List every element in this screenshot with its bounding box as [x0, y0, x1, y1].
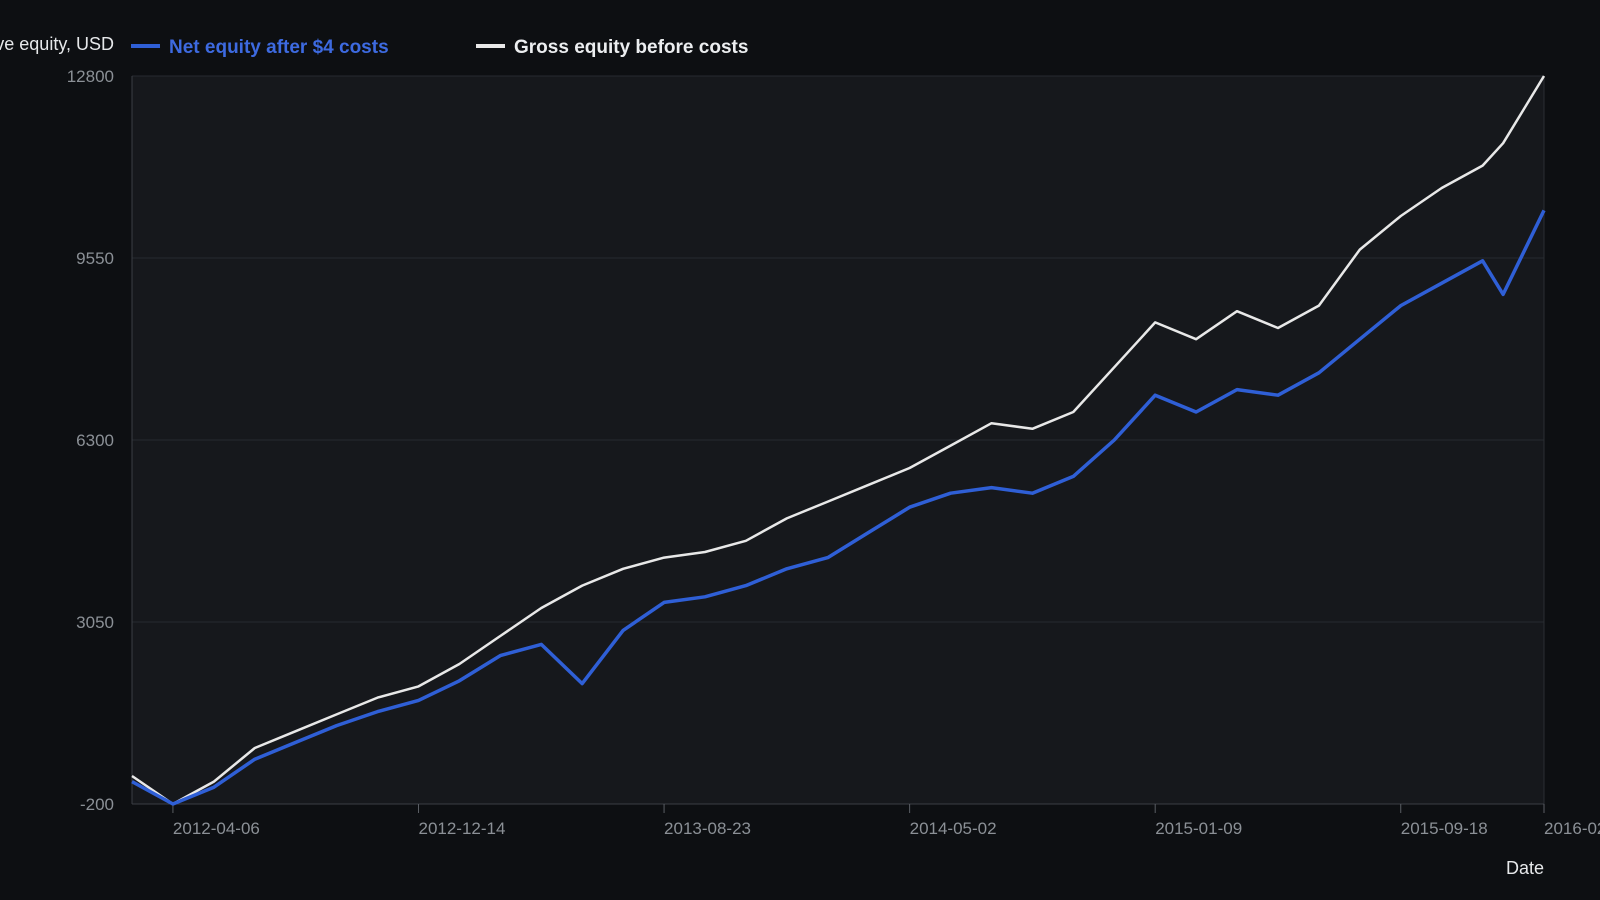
axes	[131, 76, 1545, 805]
x-tick-label: 2016-02-12	[1544, 819, 1600, 838]
y-tick-label: 12800	[67, 67, 114, 86]
y-tick-label: -200	[80, 795, 114, 814]
y-axis-title: Cumulative equity, USD	[0, 34, 114, 54]
y-tick-label: 6300	[76, 431, 114, 450]
x-tick-label: 2015-09-18	[1401, 819, 1488, 838]
x-tick-label: 2012-04-06	[173, 819, 260, 838]
x-tick-label: 2014-05-02	[910, 819, 997, 838]
x-axis-title: Date	[1506, 858, 1544, 878]
legend-gross-equity-label: Gross equity before costs	[514, 37, 748, 58]
y-tick-label: 3050	[76, 613, 114, 632]
x-axis-ticks: 2012-04-06 2012-12-14 2013-08-23 2014-05-02…	[172, 804, 1600, 838]
series-line-gross-equity	[131, 75, 1546, 806]
grid-lines	[132, 75, 1544, 805]
legend-net-equity-label: Net equity after $4 costs	[169, 37, 389, 58]
legend: Net equity after $4 costs Gross equity be…	[131, 37, 748, 58]
series-line-net-equity	[131, 209, 1546, 806]
x-tick-label: 2015-01-09	[1155, 819, 1242, 838]
x-tick-label: 2012-12-14	[418, 819, 505, 838]
y-tick-label: 9550	[76, 249, 114, 268]
x-tick-label: 2013-08-23	[664, 819, 751, 838]
y-axis-ticks: 12800 9550 6300 3050 -200	[67, 67, 114, 814]
series-lines	[131, 75, 1546, 806]
